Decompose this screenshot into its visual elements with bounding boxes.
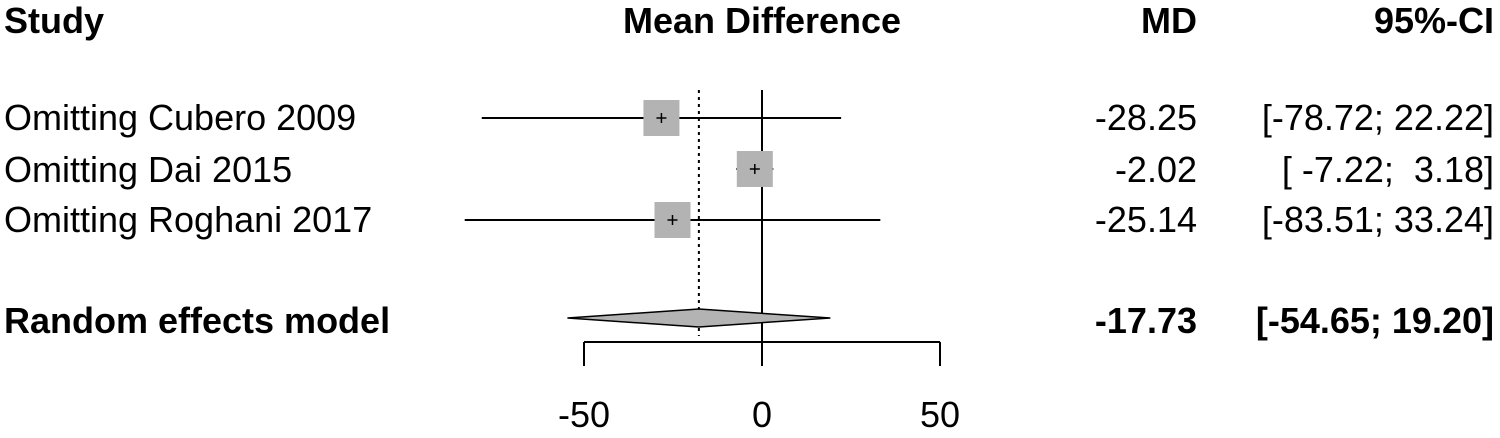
ci-value: [ -7.22; 3.18] <box>1282 149 1494 190</box>
header-mean-difference: Mean Difference <box>623 0 901 41</box>
ci-value: [-83.51; 33.24] <box>1262 199 1494 240</box>
x-tick-label: -50 <box>558 394 610 435</box>
study-label: Omitting Cubero 2009 <box>4 97 356 138</box>
pooled-diamond <box>567 308 831 328</box>
x-tick-label: 50 <box>920 394 960 435</box>
pooled-ci-value: [-54.65; 19.20] <box>1256 300 1494 341</box>
plot-marks <box>464 90 881 366</box>
x-axis: -50 0 50 <box>558 341 960 435</box>
header-ci: 95%-CI <box>1374 0 1494 41</box>
ci-value: [-78.72; 22.22] <box>1262 97 1494 138</box>
pooled-md-value: -17.73 <box>1095 300 1197 341</box>
study-label: Omitting Roghani 2017 <box>4 199 372 240</box>
x-tick-label: 0 <box>752 394 772 435</box>
study-label: Omitting Dai 2015 <box>4 149 292 190</box>
md-value: -2.02 <box>1115 149 1197 190</box>
md-value: -28.25 <box>1095 97 1197 138</box>
header-md: MD <box>1141 0 1197 41</box>
header-study: Study <box>4 0 104 41</box>
pooled-label: Random effects model <box>4 300 390 341</box>
md-value: -25.14 <box>1095 199 1197 240</box>
